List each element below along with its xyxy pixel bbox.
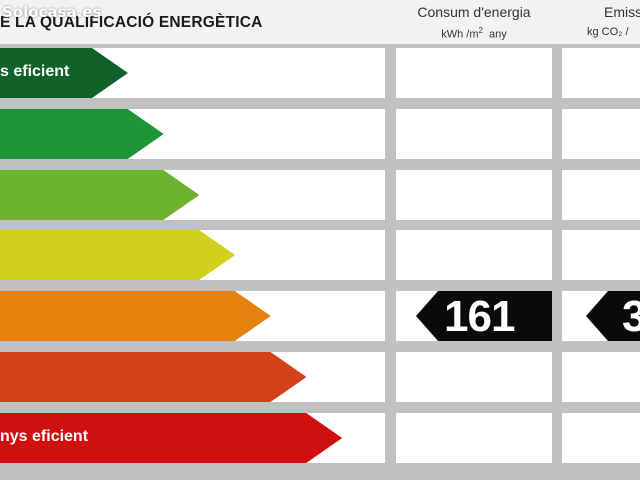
energy-bar-2 [0, 108, 164, 159]
watermark-logo: Solocasa.es [2, 3, 102, 21]
consum-rating-value: 161 [444, 292, 515, 342]
emissions-cell [562, 352, 640, 402]
energy-bar-7 [0, 412, 343, 463]
consum-cell [396, 169, 552, 220]
consum-unit-superscript: 2 [478, 26, 483, 35]
page-title: E LA QUALIFICACIÓ ENERGÈTICA [0, 14, 263, 31]
energy-bar-6 [0, 352, 307, 402]
consum-cell [396, 352, 552, 402]
emissions-column-unit: kg CO₂ / [587, 26, 629, 38]
emissions-cell [562, 230, 640, 281]
consum-unit-tail: any [482, 28, 507, 41]
consum-cell [396, 108, 552, 159]
emissions-cell [562, 412, 640, 463]
emissions-column-title: Emissi [604, 4, 640, 20]
consum-cell [396, 412, 552, 463]
energy-bar-5 [0, 291, 271, 342]
consum-unit-text: kWh /m [441, 28, 479, 41]
energy-bar-label: s eficient [0, 63, 70, 80]
consum-cell [396, 230, 552, 281]
consum-column-title: Consum d'energia [417, 4, 531, 20]
emissions-cell [562, 169, 640, 220]
emissions-rating-value: 3 [622, 292, 640, 342]
emissions-rating-badge [586, 291, 640, 342]
consum-rating-badge [416, 291, 552, 342]
energy-bar-4 [0, 230, 236, 281]
emissions-cell [562, 108, 640, 159]
energy-bar-1 [0, 48, 128, 98]
consum-cell [396, 48, 552, 98]
emissions-cell [562, 48, 640, 98]
energy-bar-3 [0, 169, 200, 220]
header-band [0, 0, 640, 44]
consum-column-unit: kWh /m2 any [396, 26, 552, 41]
energy-bar-label: nys eficient [0, 427, 89, 445]
